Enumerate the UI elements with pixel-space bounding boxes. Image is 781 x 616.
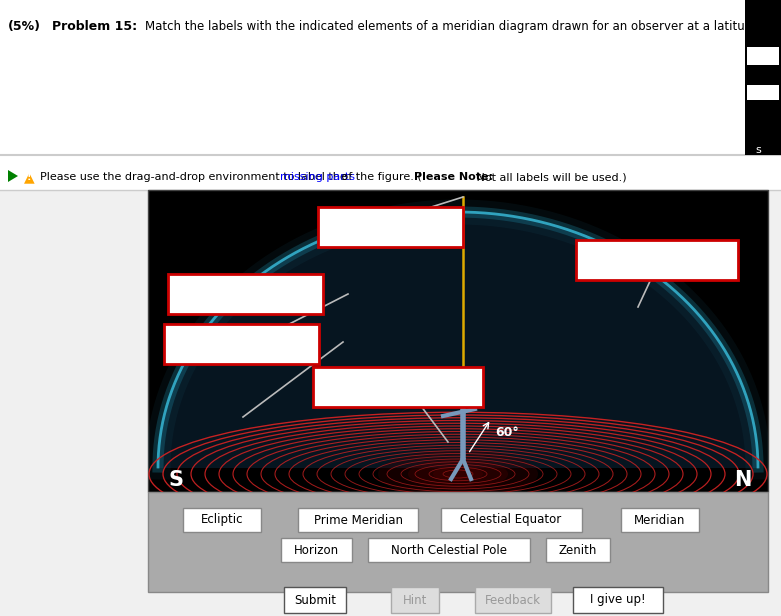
- Text: Match the labels with the indicated elements of a meridian diagram drawn for an : Match the labels with the indicated elem…: [145, 20, 781, 33]
- Bar: [0, 155, 781, 190]
- Bar: [745, 0, 781, 155]
- Text: I give up!: I give up!: [590, 593, 646, 607]
- Text: Problem 15:: Problem 15:: [52, 20, 137, 33]
- FancyBboxPatch shape: [621, 508, 699, 532]
- Text: s: s: [755, 145, 761, 155]
- Text: ▲: ▲: [24, 170, 34, 184]
- Bar: [747, 85, 779, 100]
- Text: Hint: Hint: [403, 593, 427, 607]
- Text: missing parts: missing parts: [280, 172, 355, 182]
- Text: Meridian: Meridian: [634, 514, 686, 527]
- FancyBboxPatch shape: [391, 587, 439, 613]
- Text: !: !: [27, 172, 31, 182]
- Text: Please use the drag-and-drop environment to label the: Please use the drag-and-drop environment…: [40, 172, 350, 182]
- Ellipse shape: [378, 450, 538, 498]
- FancyBboxPatch shape: [475, 587, 551, 613]
- Bar: [164, 324, 319, 364]
- Circle shape: [448, 369, 478, 399]
- Text: Submit: Submit: [294, 593, 336, 607]
- Text: Prime Meridian: Prime Meridian: [313, 514, 402, 527]
- Bar: [148, 492, 768, 592]
- Text: Zenith: Zenith: [559, 543, 597, 556]
- FancyBboxPatch shape: [298, 508, 418, 532]
- Bar: [318, 207, 463, 247]
- FancyBboxPatch shape: [573, 587, 663, 613]
- FancyBboxPatch shape: [280, 538, 351, 562]
- Bar: [0, 0, 781, 155]
- Text: S: S: [169, 470, 184, 490]
- FancyBboxPatch shape: [440, 508, 582, 532]
- Bar: [747, 47, 779, 65]
- Bar: [313, 367, 483, 407]
- Text: Not all labels will be used.): Not all labels will be used.): [473, 172, 626, 182]
- Text: of the figure. (: of the figure. (: [338, 172, 422, 182]
- Text: N: N: [734, 470, 751, 490]
- FancyBboxPatch shape: [183, 508, 261, 532]
- Ellipse shape: [433, 466, 483, 482]
- Bar: [168, 274, 323, 314]
- Text: (5%): (5%): [8, 20, 41, 33]
- FancyBboxPatch shape: [284, 587, 346, 613]
- Text: Please Note:: Please Note:: [414, 172, 493, 182]
- Text: Ecliptic: Ecliptic: [201, 514, 243, 527]
- Bar: [148, 190, 768, 492]
- Ellipse shape: [408, 459, 508, 489]
- Text: Celestial Equator: Celestial Equator: [460, 514, 562, 527]
- Polygon shape: [158, 212, 758, 467]
- FancyBboxPatch shape: [368, 538, 530, 562]
- Text: North Celestial Pole: North Celestial Pole: [391, 543, 507, 556]
- FancyBboxPatch shape: [546, 538, 610, 562]
- Text: Feedback: Feedback: [485, 593, 541, 607]
- Polygon shape: [8, 170, 18, 182]
- Text: 60°: 60°: [495, 426, 519, 439]
- Text: Horizon: Horizon: [294, 543, 338, 556]
- Bar: [576, 240, 738, 280]
